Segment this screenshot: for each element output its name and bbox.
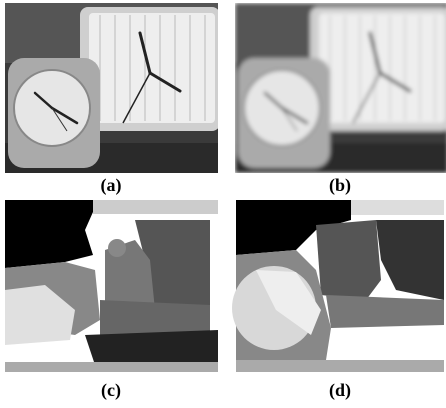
caption: (a) <box>101 175 122 196</box>
segmentation-d <box>232 200 444 372</box>
caption: (d) <box>329 380 351 401</box>
caption: (c) <box>101 380 121 401</box>
segmentation-c <box>5 200 218 372</box>
caption: (b) <box>329 175 351 196</box>
photo-blurred <box>235 3 446 173</box>
photo-sharp <box>5 3 218 173</box>
